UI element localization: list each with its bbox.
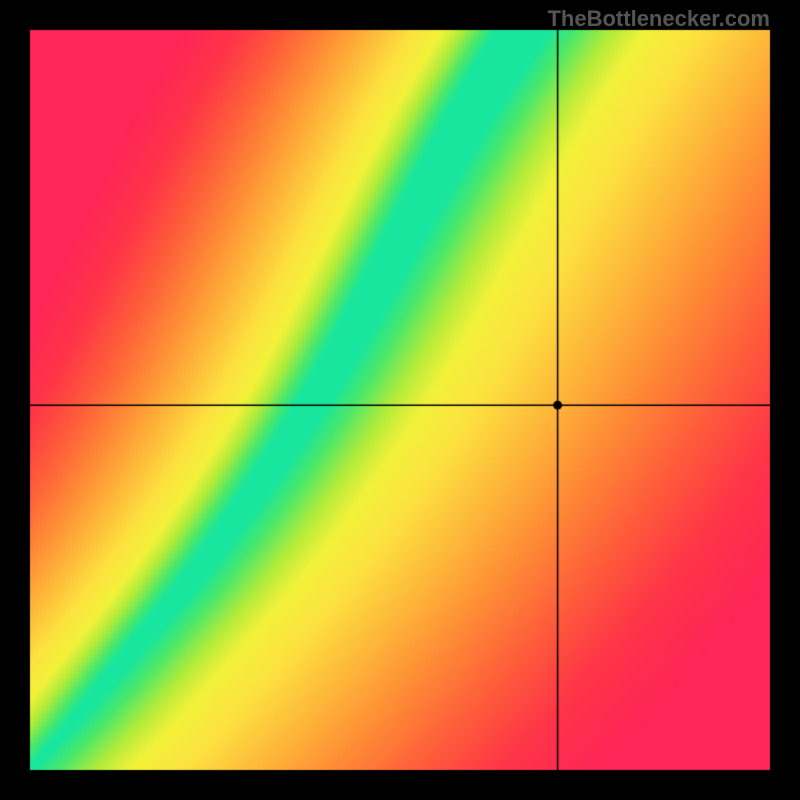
chart-container: TheBottlenecker.com [0,0,800,800]
watermark-text: TheBottlenecker.com [547,6,770,32]
heatmap-canvas [0,0,800,800]
